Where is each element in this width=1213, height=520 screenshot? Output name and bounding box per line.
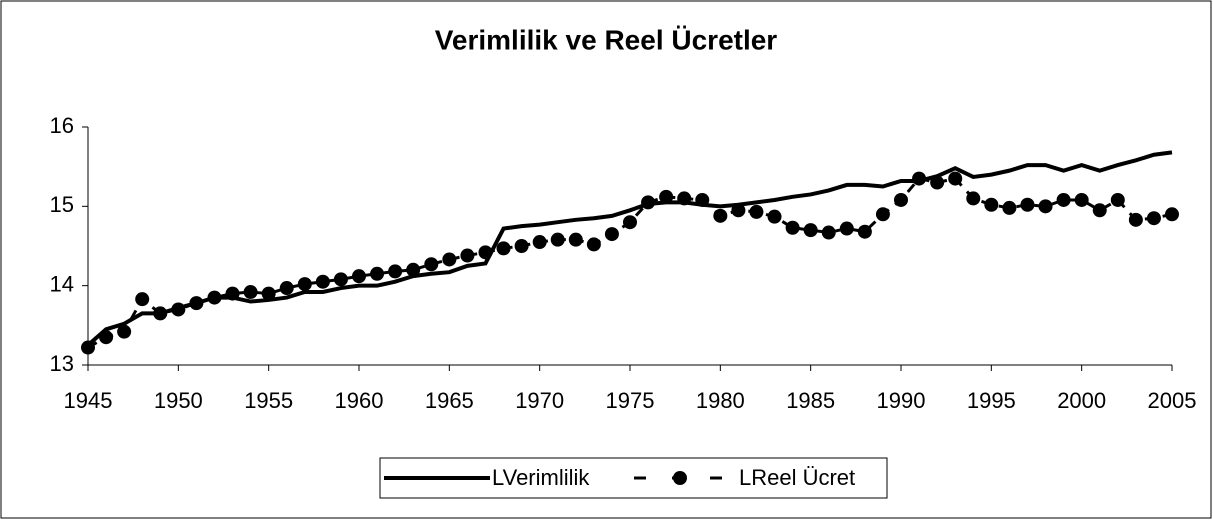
data-point	[677, 191, 692, 206]
data-point	[225, 286, 240, 301]
data-point	[623, 215, 637, 230]
data-point	[532, 235, 547, 250]
chart-title: Verimlilik ve Reel Ücretler	[435, 24, 778, 55]
x-tick-label: 1965	[425, 388, 474, 413]
y-tick-label: 15	[50, 192, 74, 217]
x-tick-label: 1985	[786, 388, 835, 413]
data-point	[243, 285, 258, 300]
data-point	[875, 207, 890, 222]
y-tick-label: 16	[50, 113, 74, 138]
data-point	[279, 281, 294, 296]
x-tick-label: 1955	[244, 388, 293, 413]
data-point	[171, 302, 186, 317]
data-point	[496, 241, 511, 256]
data-point	[713, 208, 728, 223]
x-tick-label: 1975	[606, 388, 655, 413]
data-point	[478, 245, 493, 260]
data-point	[966, 191, 981, 206]
data-point	[370, 266, 385, 281]
legend-label: LReel Ücret	[739, 465, 855, 490]
data-point	[460, 248, 475, 263]
data-point	[568, 232, 583, 247]
data-point	[315, 274, 330, 289]
data-point	[749, 204, 764, 219]
x-tick-label: 1970	[515, 388, 564, 413]
data-point	[1002, 200, 1017, 215]
data-point	[99, 330, 114, 345]
data-point	[984, 197, 999, 212]
data-point	[803, 223, 818, 238]
data-point	[767, 209, 782, 224]
data-point	[695, 192, 710, 207]
data-point	[586, 237, 601, 252]
y-tick-label: 13	[50, 351, 74, 376]
data-point	[135, 292, 150, 307]
data-point	[1038, 199, 1053, 214]
data-point	[261, 286, 276, 301]
data-point	[81, 340, 95, 355]
data-point	[442, 252, 457, 267]
data-point	[731, 203, 746, 218]
data-point	[1074, 192, 1089, 207]
data-point	[297, 277, 312, 292]
x-tick-label: 1980	[696, 388, 745, 413]
data-point	[641, 195, 656, 210]
data-point	[1056, 192, 1071, 207]
data-point	[1110, 192, 1125, 207]
data-point	[1092, 203, 1107, 218]
data-point	[948, 171, 963, 186]
legend-label: LVerimlilik	[492, 465, 590, 490]
data-point	[659, 189, 674, 204]
data-point	[424, 257, 439, 272]
data-point	[333, 272, 348, 287]
data-point	[406, 262, 421, 277]
data-point	[207, 290, 222, 305]
x-tick-label: 1960	[335, 388, 384, 413]
data-point	[1146, 211, 1161, 226]
data-point	[1165, 207, 1179, 222]
x-tick-label: 1950	[154, 388, 203, 413]
data-point	[117, 324, 132, 339]
x-tick-label: 1990	[877, 388, 926, 413]
data-point	[352, 269, 366, 284]
x-tick-label: 2000	[1057, 388, 1106, 413]
legend-marker	[673, 471, 687, 485]
data-point	[189, 296, 204, 311]
data-point	[785, 220, 800, 235]
data-point	[514, 239, 529, 253]
data-point	[1020, 197, 1035, 212]
data-point	[604, 227, 619, 242]
data-point	[153, 306, 168, 321]
data-point	[894, 192, 908, 207]
data-point	[912, 171, 927, 186]
data-point	[388, 264, 403, 279]
data-point	[930, 175, 945, 190]
data-point	[839, 221, 854, 236]
y-tick-label: 14	[50, 271, 74, 296]
data-point	[821, 225, 836, 240]
x-tick-label: 1995	[967, 388, 1016, 413]
x-tick-label: 1945	[64, 388, 113, 413]
data-point	[550, 232, 565, 247]
x-tick-label: 2005	[1148, 388, 1197, 413]
data-point	[857, 224, 872, 239]
data-point	[1128, 212, 1143, 227]
